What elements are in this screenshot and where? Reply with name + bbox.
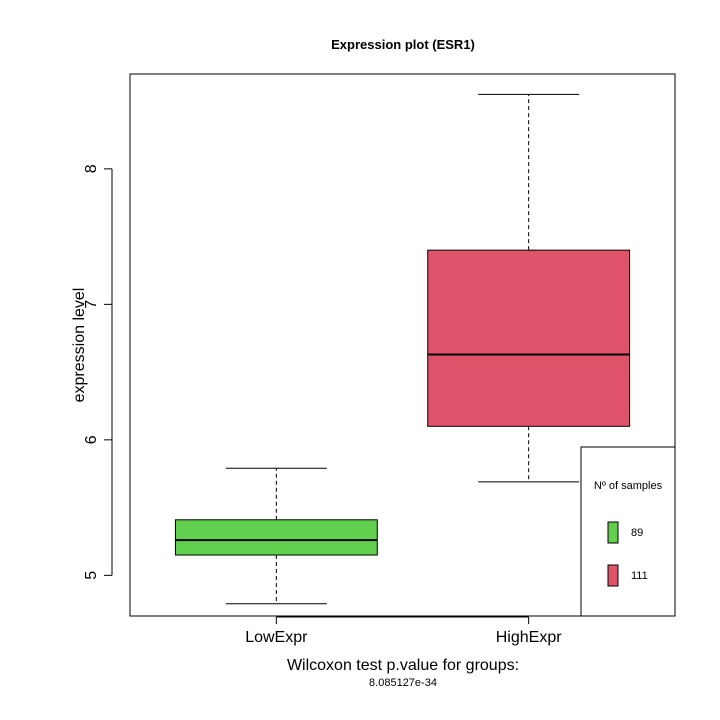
x-tick-label: HighExpr bbox=[496, 629, 562, 646]
legend-title: Nº of samples bbox=[594, 480, 663, 492]
p-value-label: 8.085127e-34 bbox=[369, 677, 437, 689]
legend-label: 89 bbox=[631, 527, 643, 539]
legend: Nº of samples 89 111 bbox=[580, 446, 676, 617]
y-tick-label: 6 bbox=[83, 435, 100, 444]
x-tick-label: LowExpr bbox=[245, 629, 308, 646]
y-tick-label: 8 bbox=[83, 164, 100, 173]
legend-swatch bbox=[607, 564, 619, 587]
box-iqr bbox=[174, 519, 378, 556]
legend-frame bbox=[580, 446, 676, 617]
chart-title: Expression plot (ESR1) bbox=[331, 37, 475, 52]
plot-frame bbox=[129, 73, 676, 617]
y-tick-label: 7 bbox=[83, 300, 100, 309]
x-axis: LowExpr HighExpr bbox=[245, 616, 562, 646]
box-lowexpr bbox=[174, 467, 378, 605]
legend-entry: 89 bbox=[607, 521, 643, 544]
x-axis-label: Wilcoxon test p.value for groups: bbox=[287, 657, 519, 674]
legend-swatch bbox=[607, 521, 619, 544]
y-axis-label: expression level bbox=[71, 288, 88, 403]
box-highexpr bbox=[427, 93, 631, 483]
legend-entries: 89 111 bbox=[607, 521, 648, 587]
legend-label: 111 bbox=[631, 570, 648, 582]
y-tick-label: 5 bbox=[83, 571, 100, 580]
legend-entry: 111 bbox=[607, 564, 648, 587]
y-axis: 5 6 7 8 bbox=[83, 164, 113, 580]
box-series bbox=[174, 93, 631, 605]
box-iqr bbox=[427, 249, 631, 427]
